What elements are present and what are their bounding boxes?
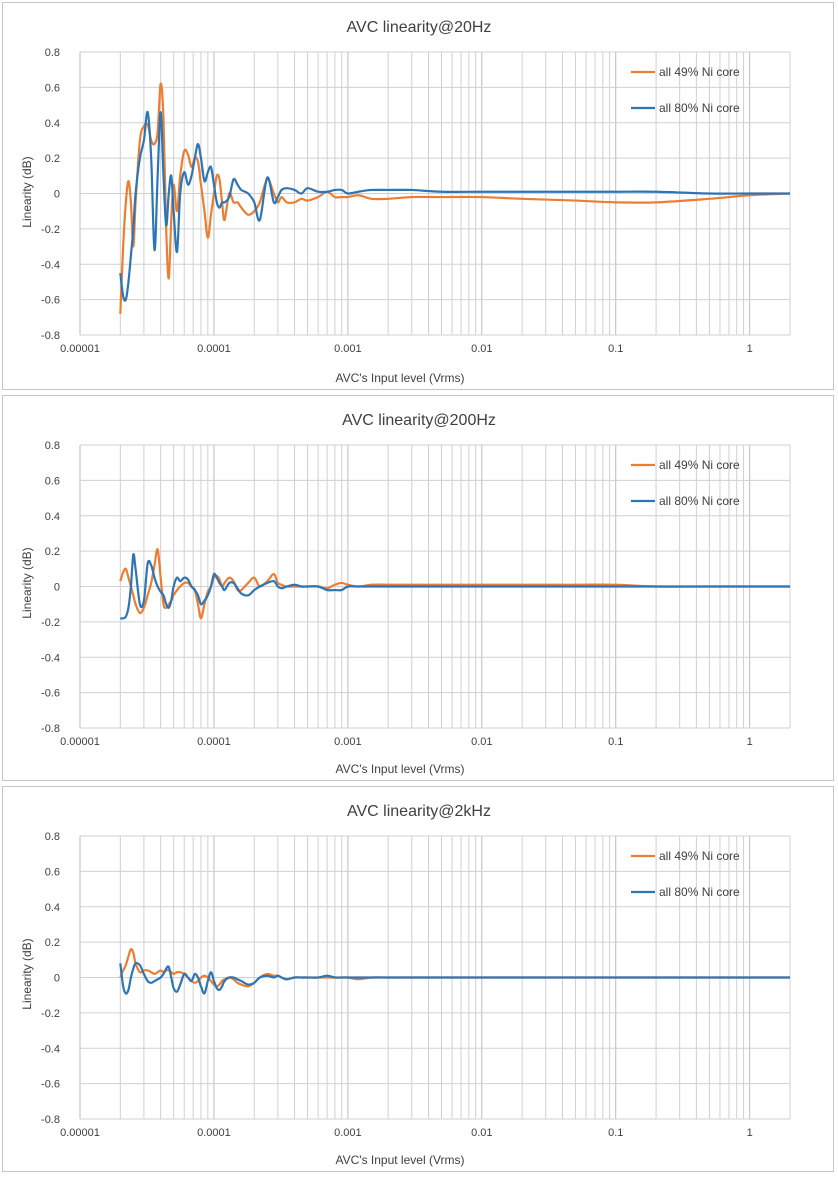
y-axis-label: Linearity (dB) [20,938,34,1009]
y-tick-label: 0.4 [45,902,60,914]
y-tick-label: -0.2 [41,224,60,236]
chart-title: AVC linearity@2kHz [347,803,491,820]
chart-20hz: AVC linearity@20Hz AVC's Input level (Vr… [20,19,791,385]
legend-label: all 80% Ni core [659,885,740,899]
x-tick-label: 0.0001 [197,736,231,748]
y-tick-label: 0.6 [45,82,60,94]
y-axis-label: Linearity (dB) [20,156,34,227]
y-tick-label: -0.4 [41,259,60,271]
x-tick-label: 0.001 [334,1127,362,1139]
x-axis-label: AVC's Input level (Vrms) [336,762,465,776]
chart-200hz: AVC linearity@200Hz AVC's Input level (V… [20,412,791,776]
y-tick-label: -0.6 [41,1079,60,1091]
y-tick-label: 0.8 [45,440,60,452]
x-tick-label: 0.00001 [60,1127,100,1139]
series-line-80-ni [120,552,790,620]
x-tick-label: 0.00001 [60,736,100,748]
x-tick-label: 0.0001 [197,343,231,355]
y-tick-label: -0.6 [41,688,60,700]
series-line-49-ni [119,948,790,988]
x-tick-label: 0.1 [608,1127,623,1139]
y-tick-label: -0.4 [41,1043,60,1055]
x-tick-label: 0.001 [334,736,362,748]
x-tick-label: 0.00001 [60,343,100,355]
x-tick-label: 0.0001 [197,1127,231,1139]
series-line-80-ni [119,111,790,302]
y-tick-label: 0.2 [45,546,60,558]
y-tick-label: 0 [54,189,60,201]
y-tick-label: -0.8 [41,1114,60,1126]
y-tick-label: -0.2 [41,617,60,629]
x-tick-label: 0.1 [608,343,623,355]
y-tick-label: 0.6 [45,475,60,487]
legend-label: all 49% Ni core [659,458,740,472]
series-line-49-ni [119,82,791,314]
y-tick-label: 0.4 [45,118,60,130]
chart-panel-2khz: AVC linearity@2kHz AVC's Input level (Vr… [2,786,834,1172]
x-tick-label: 1 [747,736,753,748]
y-tick-label: -0.2 [41,1008,60,1020]
series-line-49-ni [119,548,790,620]
y-tick-label: 0.8 [45,831,60,843]
y-axis-label: Linearity (dB) [20,547,34,618]
x-tick-label: 1 [747,1127,753,1139]
x-tick-label: 0.01 [471,736,492,748]
y-tick-label: 0.8 [45,47,60,59]
x-tick-label: 1 [747,343,753,355]
y-tick-label: 0 [54,973,60,985]
x-tick-label: 0.01 [471,343,492,355]
legend-label: all 80% Ni core [659,101,740,115]
y-tick-label: -0.8 [41,723,60,735]
chart-panel-200hz: AVC linearity@200Hz AVC's Input level (V… [2,395,834,781]
x-tick-label: 0.1 [608,736,623,748]
y-tick-label: 0.2 [45,937,60,949]
chart-title: AVC linearity@200Hz [342,412,496,429]
legend-label: all 49% Ni core [659,849,740,863]
series-line-80-ni [119,962,790,995]
x-axis-label: AVC's Input level (Vrms) [336,1153,465,1167]
chart-2khz: AVC linearity@2kHz AVC's Input level (Vr… [20,803,791,1167]
legend-label: all 49% Ni core [659,65,740,79]
y-tick-label: -0.6 [41,295,60,307]
y-tick-label: -0.4 [41,652,60,664]
x-tick-label: 0.01 [471,1127,492,1139]
chart-title: AVC linearity@20Hz [347,19,492,36]
chart-panel-20hz: AVC linearity@20Hz AVC's Input level (Vr… [2,2,834,390]
legend-label: all 80% Ni core [659,494,740,508]
y-tick-label: 0.4 [45,511,60,523]
x-axis-label: AVC's Input level (Vrms) [336,371,465,385]
y-tick-label: -0.8 [41,330,60,342]
y-tick-label: 0.2 [45,153,60,165]
y-tick-label: 0 [54,582,60,594]
x-tick-label: 0.001 [334,343,362,355]
y-tick-label: 0.6 [45,866,60,878]
